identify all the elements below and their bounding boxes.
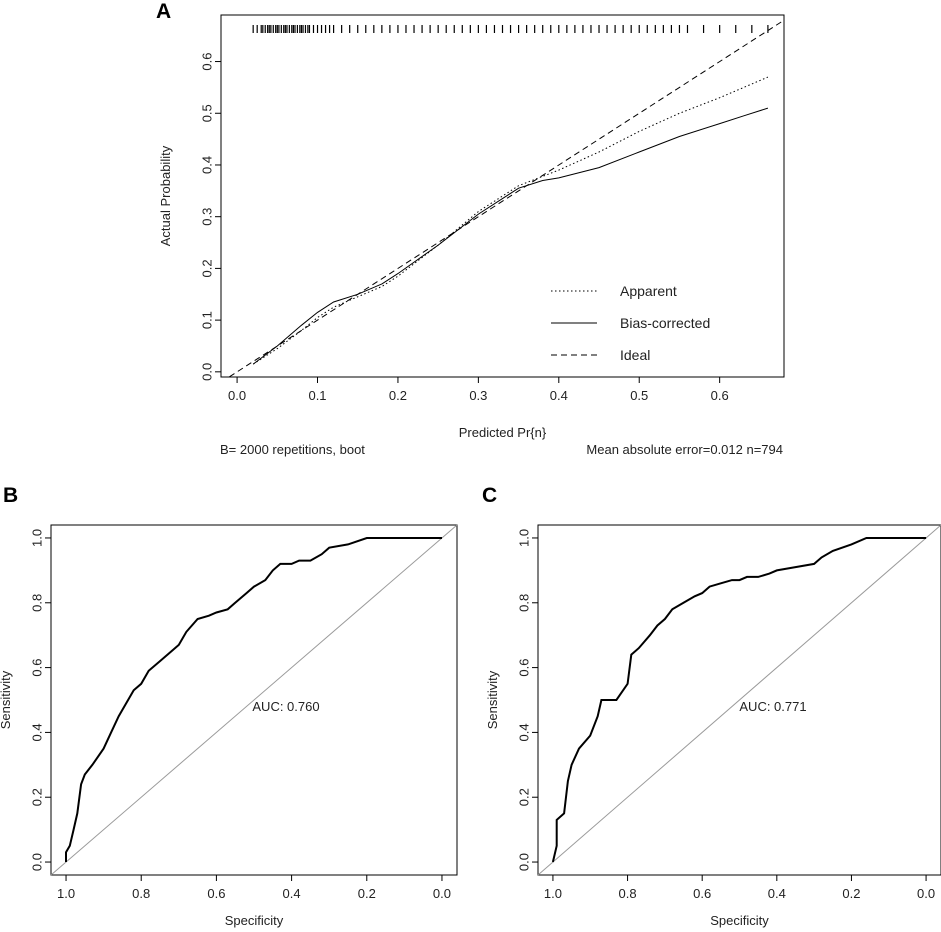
y-tick-label: 0.6 [517,659,532,677]
x-tick-label: 0.5 [630,388,648,403]
y-tick-label: 0.0 [30,853,45,871]
x-axis-title: Specificity [225,913,284,928]
roc-curve [65,537,442,862]
roc-chart-b: 1.0 0.8 0.6 0.4 0.2 0.0 0.0 0.2 0.4 0.6 0.8 1.0 AUC:… [0,524,458,928]
y-axis-title: Sensitivity [0,670,13,729]
y-tick-label: 0.1 [200,311,215,329]
y-tick-label: 0.6 [200,53,215,71]
y-tick-label: 0.3 [200,208,215,226]
y-axis-title: Actual Probability [158,145,173,246]
legend-label: Bias-corrected [620,315,710,331]
plot-frame [50,524,458,876]
panel-label-a: A [156,0,172,23]
y-tick-label: 0.8 [30,594,45,612]
y-axis-title: Sensitivity [485,670,500,729]
series-ideal [228,19,784,377]
y-tick-label: 1.0 [30,529,45,547]
y-tick-label: 0.2 [200,259,215,277]
y-tick-label: 0.4 [30,723,45,741]
auc-label: AUC: 0.760 [252,699,319,714]
calibration-chart: 0.0 0.1 0.2 0.3 0.4 0.5 0.6 0.0 0.1 0.2 0.3 0.4 0.5 0… [158,14,785,457]
x-tick-label: 0.8 [132,886,150,901]
x-tick-label: 0.2 [358,886,376,901]
x-tick-label: 0.6 [693,886,711,901]
reference-diagonal [537,524,941,876]
series-apparent [252,76,769,365]
reference-diagonal [50,524,458,876]
x-tick-label: 0.6 [711,388,729,403]
y-tick-label: 0.8 [517,594,532,612]
y-tick-label: 1.0 [517,529,532,547]
x-tick-label: 0.6 [207,886,225,901]
x-tick-label: 0.0 [228,388,246,403]
x-tick-label: 0.4 [550,388,568,403]
x-axis-title: Specificity [710,913,769,928]
roc-curve [551,537,927,863]
y-tick-label: 0.2 [517,788,532,806]
series-bias-corrected [252,107,769,365]
footnote-left: B= 2000 repetitions, boot [220,442,365,457]
plot-frame [220,14,785,378]
panel-label-c: C [482,484,498,507]
x-tick-label: 0.0 [433,886,451,901]
legend-label: Ideal [620,347,650,363]
x-tick-label: 0.2 [842,886,860,901]
y-tick-label: 0.6 [30,659,45,677]
x-tick-label: 0.3 [469,388,487,403]
panel-label-b: B [3,484,19,507]
y-tick-label: 0.0 [200,363,215,381]
x-tick-label: 0.4 [283,886,301,901]
x-tick-label: 0.4 [768,886,786,901]
y-tick-label: 0.5 [200,104,215,122]
auc-label: AUC: 0.771 [739,699,806,714]
x-tick-label: 0.1 [308,388,326,403]
legend-label: Apparent [620,283,677,299]
footnote-right: Mean absolute error=0.012 n=794 [586,442,783,457]
x-tick-label: 0.8 [619,886,637,901]
y-tick-label: 0.4 [517,723,532,741]
y-tick-label: 0.2 [30,788,45,806]
plot-frame [537,524,941,876]
x-tick-label: 0.2 [389,388,407,403]
y-tick-label: 0.4 [200,156,215,174]
roc-chart-c: 1.0 0.8 0.6 0.4 0.2 0.0 0.0 0.2 0.4 0.6 0.8 1.0 AUC:… [485,524,941,928]
x-axis-title: Predicted Pr{n} [459,425,547,440]
y-tick-label: 0.0 [517,853,532,871]
x-tick-label: 1.0 [57,886,75,901]
x-tick-label: 0.0 [917,886,935,901]
x-tick-label: 1.0 [544,886,562,901]
